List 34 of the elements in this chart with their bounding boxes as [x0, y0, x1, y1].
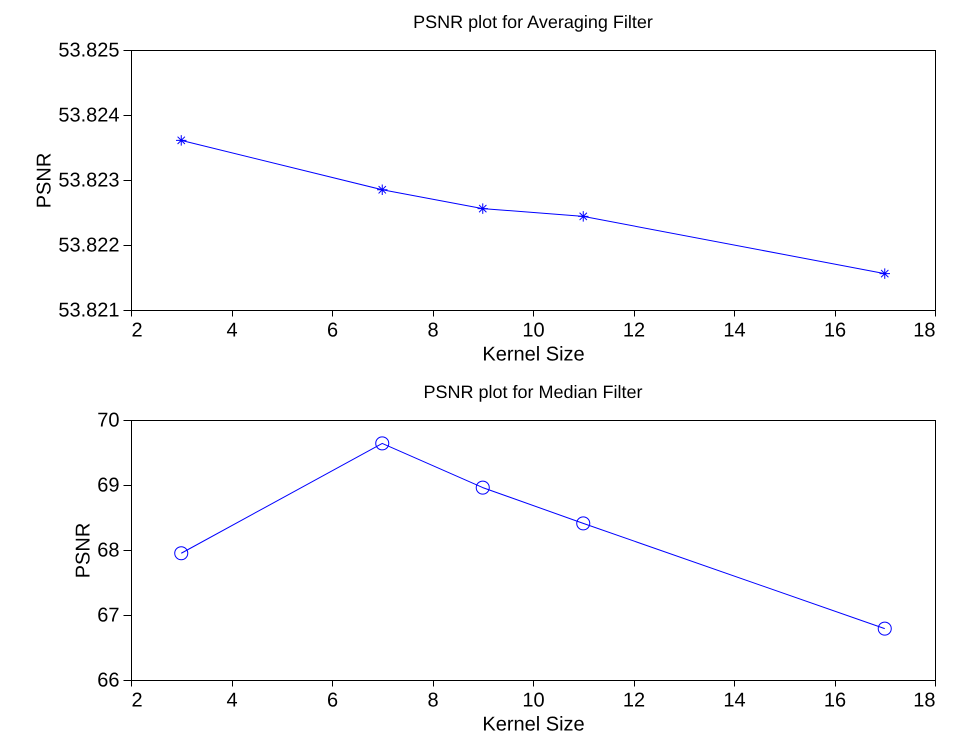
y-tick-label: 53.825	[58, 40, 120, 62]
x-tick-label: 6	[326, 320, 338, 342]
x-tick-label: 16	[824, 320, 846, 342]
x-tick-label: 4	[226, 690, 238, 712]
x-tick-label: 12	[622, 690, 646, 712]
x-tick-label: 14	[723, 690, 746, 712]
x-tick-label: 2	[132, 690, 143, 712]
x-tick-label: 10	[522, 320, 545, 342]
y-tick-label: 53.822	[58, 234, 120, 256]
x-tick-label: 2	[132, 320, 143, 342]
x-tick-label: 14	[723, 320, 746, 342]
chart-title: PSNR plot for Median Filter	[423, 382, 643, 402]
chart-title: PSNR plot for Averaging Filter	[413, 12, 653, 32]
x-axis-title: Kernel Size	[482, 714, 585, 736]
y-axis-title: PSNR	[72, 522, 94, 578]
x-tick-label: 8	[427, 320, 439, 342]
x-tick-label: 4	[226, 320, 238, 342]
y-axis-title: PSNR	[33, 152, 56, 208]
y-tick-label: 68	[97, 540, 120, 562]
y-tick-label: 53.823	[58, 170, 120, 192]
x-tick-label: 10	[522, 690, 545, 712]
y-tick-label: 53.821	[58, 300, 120, 322]
x-tick-label: 16	[824, 690, 846, 712]
y-tick-label: 69	[97, 474, 120, 496]
y-tick-label: 66	[97, 670, 120, 692]
x-tick-label: 6	[326, 690, 338, 712]
x-tick-label: 8	[427, 690, 439, 712]
y-tick-label: 67	[97, 604, 120, 626]
x-tick-label: 12	[622, 320, 646, 342]
y-tick-label: 70	[97, 410, 120, 432]
x-axis-title: Kernel Size	[482, 344, 585, 366]
x-tick-label: 18	[913, 690, 936, 712]
x-tick-label: 18	[913, 320, 936, 342]
y-tick-label: 53.824	[58, 104, 120, 126]
